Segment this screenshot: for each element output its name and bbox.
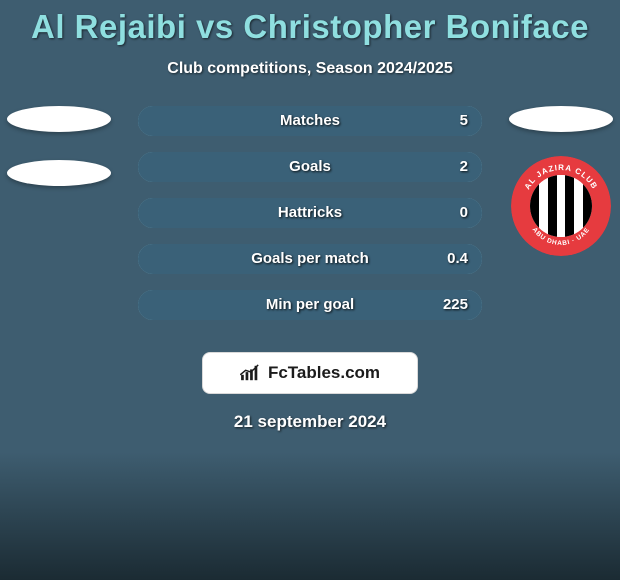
branding-box: FcTables.com	[202, 352, 418, 394]
page-title: Al Rejaibi vs Christopher Boniface	[0, 0, 620, 46]
club-placeholder	[7, 160, 111, 186]
club-logo-inner	[530, 175, 592, 237]
chart-icon	[240, 364, 262, 382]
stats-bars: Matches5 Goals2 Hattricks0 Goals per match0…	[138, 106, 482, 336]
comparison-card: Al Rejaibi vs Christopher Boniface Club …	[0, 0, 620, 580]
player-placeholder	[509, 106, 613, 132]
stat-bar-fill-right	[138, 152, 482, 182]
club-logo-stripe	[565, 175, 574, 237]
right-player-column: AL JAZIRA CLUB ABU DHABI · UAE	[506, 106, 616, 256]
stat-bar-fill-right	[138, 106, 482, 136]
stat-bar-fill-right	[138, 290, 482, 320]
stat-value-right: 0.4	[447, 244, 468, 274]
subtitle: Club competitions, Season 2024/2025	[0, 60, 620, 78]
club-logo-stripe	[574, 175, 583, 237]
comparison-area: Matches5 Goals2 Hattricks0 Goals per match0…	[0, 106, 620, 346]
club-logo-al-jazira: AL JAZIRA CLUB ABU DHABI · UAE	[511, 156, 611, 256]
club-logo-stripe	[548, 175, 557, 237]
stat-value-right: 0	[460, 198, 468, 228]
stat-bar-fill-right	[138, 244, 482, 274]
branding-text: FcTables.com	[268, 363, 380, 383]
stat-value-right: 2	[460, 152, 468, 182]
stat-row: Min per goal225	[138, 290, 482, 320]
stat-row: Goals2	[138, 152, 482, 182]
left-player-column	[4, 106, 114, 186]
stat-value-right: 5	[460, 106, 468, 136]
stat-row: Goals per match0.4	[138, 244, 482, 274]
stat-row: Matches5	[138, 106, 482, 136]
date-text: 21 september 2024	[0, 412, 620, 432]
club-logo-stripe	[557, 175, 566, 237]
stat-bar-fill-right	[138, 198, 482, 228]
stat-value-right: 225	[443, 290, 468, 320]
player-placeholder	[7, 106, 111, 132]
club-logo-stripe	[539, 175, 548, 237]
stat-row: Hattricks0	[138, 198, 482, 228]
